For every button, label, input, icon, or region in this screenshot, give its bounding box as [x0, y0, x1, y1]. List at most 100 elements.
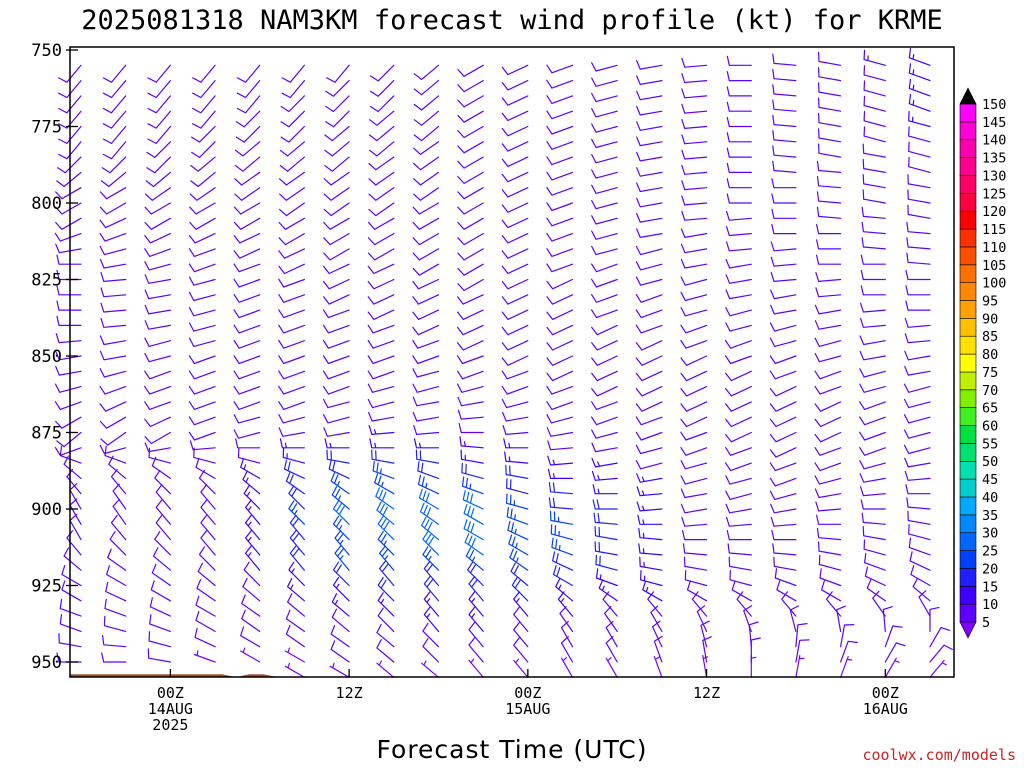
wind-barb-path: [285, 609, 305, 632]
wind-barb-path: [236, 80, 261, 99]
wind-barb: [743, 605, 753, 632]
wind-barb: [328, 459, 350, 479]
wind-barb: [929, 606, 940, 632]
wind-barb: [413, 171, 440, 186]
wind-barb-path: [862, 189, 886, 204]
wind-barb-path: [278, 278, 305, 288]
wind-barb-path: [591, 442, 618, 453]
wind-barb: [146, 156, 171, 174]
wind-barb: [233, 385, 261, 395]
wind-barb-path: [511, 576, 529, 602]
wind-barb-path: [726, 162, 752, 173]
wind-barb: [379, 560, 395, 587]
wind-barb: [681, 103, 708, 114]
wind-barb-path: [457, 64, 484, 77]
wind-barb-path: [368, 187, 395, 201]
wind-barb-path: [816, 206, 842, 219]
wind-barb: [149, 614, 171, 632]
wind-barb: [863, 80, 886, 97]
wind-barb: [102, 141, 127, 160]
wind-barb-path: [375, 487, 395, 510]
wind-barb-path: [235, 141, 261, 157]
wind-barb: [233, 414, 261, 424]
wind-barb-path: [605, 620, 618, 648]
wind-barb: [635, 261, 663, 271]
wind-barb: [691, 591, 708, 617]
wind-barb: [591, 324, 618, 336]
wind-barb: [510, 562, 529, 587]
wind-barb: [814, 337, 842, 347]
wind-barb: [864, 566, 886, 587]
colorbar-cell: [959, 210, 977, 230]
wind-barb: [683, 556, 708, 571]
wind-barb: [279, 187, 305, 201]
wind-barb-path: [814, 352, 842, 363]
wind-barb-path: [591, 62, 618, 72]
wind-barb: [814, 401, 842, 412]
wind-barb-path: [144, 233, 171, 244]
wind-barb: [457, 217, 484, 230]
wind-barb-path: [289, 545, 305, 571]
wind-barb-path: [863, 95, 886, 112]
wind-barb: [99, 335, 127, 346]
wind-barb-path: [636, 105, 663, 116]
wind-barb: [501, 385, 529, 395]
wind-barb: [546, 156, 574, 166]
wind-barb: [144, 217, 171, 230]
wind-barb-path: [725, 339, 752, 349]
wind-barb: [771, 178, 797, 189]
wind-barb: [860, 285, 886, 296]
wind-barb-path: [770, 503, 797, 514]
wind-barb: [546, 385, 574, 395]
wind-barb: [144, 202, 171, 215]
colorbar-label: 15: [982, 579, 998, 595]
wind-barb-path: [866, 579, 886, 602]
wind-barb-path: [501, 171, 529, 183]
wind-barb-path: [501, 95, 529, 106]
wind-barb: [884, 625, 903, 648]
wind-barb: [413, 125, 440, 142]
wind-barb-path: [279, 141, 305, 157]
wind-barb: [860, 499, 886, 510]
wind-barb-path: [591, 184, 618, 194]
wind-barb: [836, 605, 846, 632]
wind-barb: [149, 597, 171, 617]
wind-barb: [546, 427, 574, 437]
wind-barb-path: [502, 425, 529, 435]
wind-barb: [818, 554, 842, 571]
wind-barb-path: [99, 401, 127, 412]
wind-barb-path: [61, 580, 82, 602]
wind-barb: [513, 591, 529, 617]
wind-barb-path: [99, 444, 127, 455]
wind-barb-path: [560, 657, 574, 678]
wind-barb-path: [233, 248, 261, 259]
wind-barb: [371, 449, 395, 464]
x-tick-label: 00Z: [514, 684, 541, 702]
wind-barb: [593, 512, 618, 525]
wind-barb-path: [412, 217, 440, 230]
wind-barb-path: [591, 154, 618, 164]
wind-barb: [650, 605, 663, 632]
wind-barb: [322, 309, 350, 319]
wind-barb-path: [99, 416, 127, 429]
wind-barb: [412, 383, 440, 393]
wind-barb: [144, 431, 171, 445]
wind-barb-path: [377, 592, 395, 617]
wind-barb: [908, 111, 931, 128]
wind-barb-path: [422, 546, 440, 571]
wind-barb: [105, 581, 127, 602]
wind-barb-path: [468, 637, 484, 663]
wind-barb-path: [769, 337, 797, 347]
wind-barb: [686, 580, 708, 602]
wind-barb-path: [233, 370, 261, 380]
wind-barb: [726, 210, 752, 221]
wind-barb: [233, 263, 261, 273]
wind-barb: [772, 543, 797, 556]
wind-barb-path: [725, 431, 752, 443]
wind-barb-path: [464, 533, 484, 556]
wind-barb-path: [653, 656, 663, 678]
wind-barb: [423, 576, 440, 602]
wind-barb-path: [99, 350, 127, 361]
wind-barb: [102, 110, 127, 129]
wind-barb-path: [278, 339, 305, 349]
